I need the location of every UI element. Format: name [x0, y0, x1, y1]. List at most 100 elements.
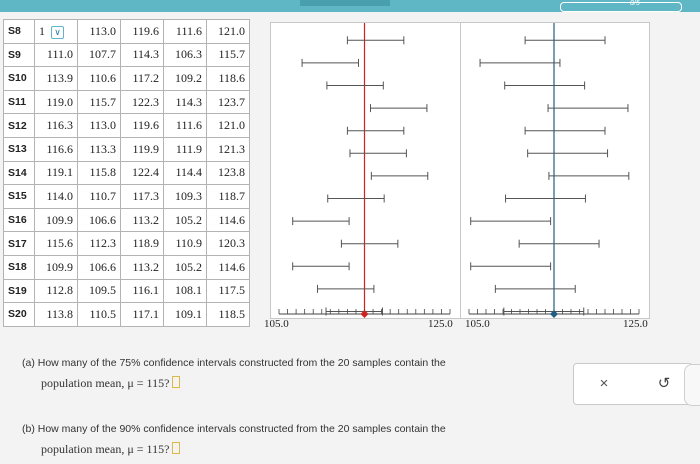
question-a-text: (a) How many of the 75% confidence inter…: [22, 357, 446, 369]
question-a-text2: population mean, μ = 115?: [41, 376, 170, 390]
sample-label: S13: [3, 136, 35, 162]
cell-value: 116.1: [120, 278, 164, 304]
table-row: S18 109.9 106.6 113.2 105.2 114.6: [3, 254, 250, 280]
table-row: S16 109.9 106.6 113.2 105.2 114.6: [3, 207, 250, 233]
cell-value: 108.1: [163, 278, 207, 304]
cell-value: 119.9: [120, 136, 164, 162]
sample-label: S20: [3, 302, 35, 327]
action-buttons: × ↺: [573, 363, 693, 405]
cell-value: 117.3: [120, 184, 164, 209]
cell-value: 118.5: [206, 302, 250, 327]
axis-max-label-75: 125.0: [428, 318, 453, 330]
select-value: 1: [39, 23, 45, 38]
undo-button[interactable]: ↺: [657, 375, 671, 392]
question-b: (b) How many of the 90% confidence inter…: [22, 419, 446, 460]
cell-value: 106.6: [77, 207, 121, 233]
table-row: S17 115.6 112.3 118.9 110.9 120.3: [3, 231, 250, 256]
table-row: S14 119.1 115.8 122.4 114.4 123.8: [3, 160, 250, 186]
cell-value: 114.3: [163, 89, 207, 115]
cell-value: 111.9: [163, 136, 207, 162]
table-row: S13 116.6 113.3 119.9 111.9 121.3: [3, 136, 250, 162]
sample-label: S15: [3, 184, 35, 209]
chevron-down-icon[interactable]: ∨: [51, 25, 64, 39]
cell-value: 113.2: [120, 207, 164, 233]
sample-label: S12: [3, 113, 35, 138]
question-a: (a) How many of the 75% confidence inter…: [22, 353, 446, 394]
cell-value: 111.6: [163, 19, 207, 44]
cell-value: 121.0: [206, 113, 250, 138]
table-row: S11 119.0 115.7 122.3 114.3 123.7: [3, 89, 250, 115]
cell-value: 110.6: [77, 66, 121, 91]
mean-marker: [550, 310, 558, 318]
axis-max-label-90: 125.0: [623, 318, 648, 330]
cell-value: 105.2: [163, 254, 207, 280]
table-row: S19 112.8 109.5 116.1 108.1 117.5: [3, 278, 250, 304]
progress-bar: [560, 2, 682, 12]
cell-value: 118.7: [206, 184, 250, 209]
cell-value: 116.6: [34, 136, 78, 162]
table-row: S8 1 ∨ 113.0 119.6 111.6 121.0: [3, 19, 250, 44]
cell-value: 114.0: [34, 184, 78, 209]
cell-value: 113.0: [77, 19, 121, 44]
cell-value: 115.6: [34, 231, 78, 256]
cell-value: 122.3: [120, 89, 164, 115]
cell-value: 109.9: [34, 254, 78, 280]
side-scroll-handle[interactable]: [684, 364, 700, 406]
table-row: S10 113.9 110.6 117.2 109.2 118.6: [3, 66, 250, 91]
sample-value-select[interactable]: 1 ∨: [34, 19, 78, 44]
samples-table: S8 1 ∨ 113.0 119.6 111.6 121.0 S9 111.0 107.7 114.…: [3, 19, 250, 327]
cell-value: 123.8: [206, 160, 250, 186]
answer-b-input[interactable]: [172, 442, 181, 454]
cell-value: 110.5: [77, 302, 121, 327]
cell-value: 109.5: [77, 278, 121, 304]
answer-a-input[interactable]: [172, 376, 181, 388]
cell-value: 123.7: [206, 89, 250, 115]
clear-button[interactable]: ×: [599, 375, 609, 392]
cell-value: 109.1: [163, 302, 207, 327]
sample-label: S9: [3, 42, 35, 68]
cell-value: 109.3: [163, 184, 207, 209]
header-tab: [300, 0, 390, 6]
ci-90-panel: [460, 22, 650, 319]
sample-label: S16: [3, 207, 35, 233]
table-row: S20 113.8 110.5 117.1 109.1 118.5: [3, 302, 250, 327]
cell-value: 113.8: [34, 302, 78, 327]
top-bar: 0/5: [0, 0, 700, 12]
sample-label: S11: [3, 89, 35, 115]
content-area: S8 1 ∨ 113.0 119.6 111.6 121.0 S9 111.0 107.7 114.…: [0, 12, 700, 464]
sample-label: S8: [3, 19, 35, 44]
cell-value: 120.3: [206, 231, 250, 256]
cell-value: 109.2: [163, 66, 207, 91]
cell-value: 107.7: [77, 42, 121, 68]
axis-min-label-90: 105.0: [465, 318, 490, 330]
cell-value: 114.4: [163, 160, 207, 186]
cell-value: 111.6: [163, 113, 207, 138]
progress-label: 0/5: [630, 0, 640, 7]
cell-value: 117.1: [120, 302, 164, 327]
cell-value: 117.5: [206, 278, 250, 304]
cell-value: 118.9: [120, 231, 164, 256]
cell-value: 116.3: [34, 113, 78, 138]
cell-value: 111.0: [34, 42, 78, 68]
cell-value: 115.7: [77, 89, 121, 115]
cell-value: 113.3: [77, 136, 121, 162]
cell-value: 115.7: [206, 42, 250, 68]
table-row: S9 111.0 107.7 114.3 106.3 115.7: [3, 42, 250, 68]
sample-label: S17: [3, 231, 35, 256]
cell-value: 113.9: [34, 66, 78, 91]
cell-value: 105.2: [163, 207, 207, 233]
cell-value: 110.7: [77, 184, 121, 209]
cell-value: 119.6: [120, 113, 164, 138]
sample-label: S14: [3, 160, 35, 186]
cell-value: 121.0: [206, 19, 250, 44]
cell-value: 112.3: [77, 231, 121, 256]
sample-label: S10: [3, 66, 35, 91]
cell-value: 119.0: [34, 89, 78, 115]
cell-value: 118.6: [206, 66, 250, 91]
cell-value: 110.9: [163, 231, 207, 256]
cell-value: 122.4: [120, 160, 164, 186]
cell-value: 117.2: [120, 66, 164, 91]
axis-min-label-75: 105.0: [264, 318, 289, 330]
table-row: S12 116.3 113.0 119.6 111.6 121.0: [3, 113, 250, 138]
cell-value: 114.3: [120, 42, 164, 68]
